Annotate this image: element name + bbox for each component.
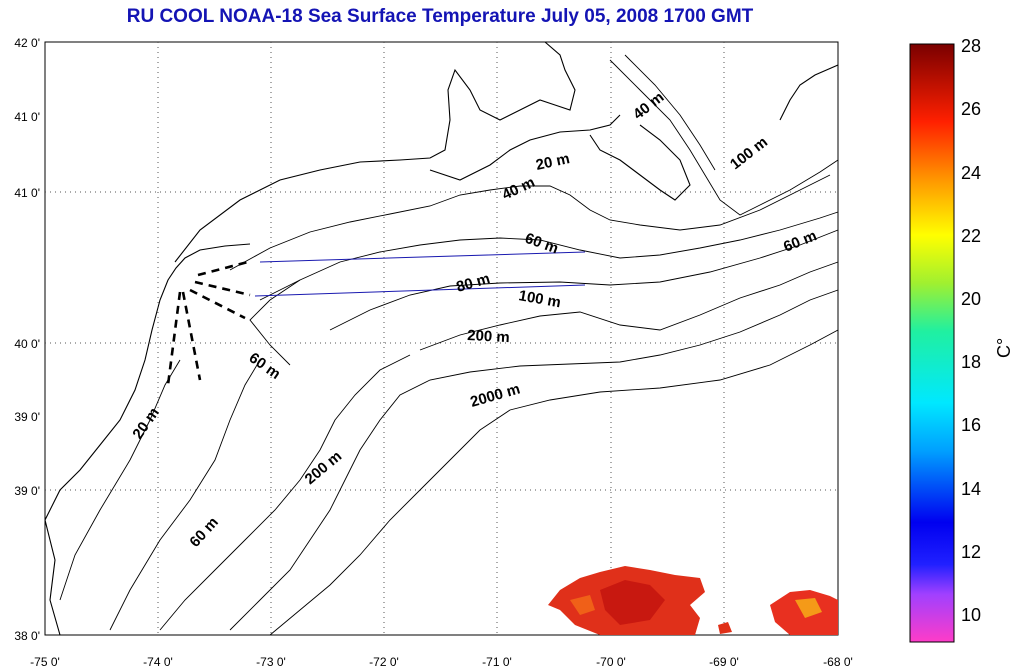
colorbar-tick-label: 18: [961, 352, 981, 372]
sst-map: 40 m 100 m 20 m 40 m 60 m 60 m 80 m 100 …: [14, 36, 853, 669]
lat-tick-label: 38 0': [14, 629, 40, 643]
colorbar-tick-label: 20: [961, 289, 981, 309]
lat-tick-label: 41 0': [14, 186, 40, 200]
lon-tick-label: -68 0': [823, 655, 853, 669]
lat-tick-label: 41 0': [14, 110, 40, 124]
colorbar-tick-label: 16: [961, 415, 981, 435]
colorbar-ticks: 28 26 24 22 20 18 16 14 12 10: [961, 36, 981, 625]
lon-tick-labels: -75 0' -74 0' -73 0' -72 0' -71 0' -70 0…: [30, 655, 853, 669]
lat-tick-label: 40 0': [14, 337, 40, 351]
lon-tick-label: -75 0': [30, 655, 60, 669]
colorbar-tick-label: 22: [961, 226, 981, 246]
dashed-tracks: [166, 260, 251, 386]
depth-label: 20 m: [534, 150, 571, 174]
shipping-lanes: [254, 251, 586, 297]
lat-tick-label: 42 0': [14, 36, 40, 50]
sst-patches: [548, 566, 838, 635]
isobaths: [59, 54, 839, 636]
lon-tick-label: -69 0': [709, 655, 739, 669]
coastline: [44, 41, 839, 636]
colorbar-tick-label: 24: [961, 163, 981, 183]
lon-tick-label: -74 0': [143, 655, 173, 669]
lat-tick-label: 39 0': [14, 410, 40, 424]
colorbar-tick-label: 26: [961, 99, 981, 119]
map-frame: [44, 41, 839, 636]
map-title: RU COOL NOAA-18 Sea Surface Temperature …: [126, 6, 754, 27]
lon-tick-label: -70 0': [596, 655, 626, 669]
colorbar-unit-label: C°: [994, 338, 1014, 358]
lon-tick-label: -71 0': [482, 655, 512, 669]
colorbar-gradient: [909, 43, 955, 643]
lat-tick-label: 39 0': [14, 484, 40, 498]
depth-label: 200 m: [467, 327, 510, 346]
colorbar-tick-label: 14: [961, 479, 981, 499]
colorbar-tick-label: 12: [961, 542, 981, 562]
lat-tick-labels: 42 0' 41 0' 41 0' 40 0' 39 0' 39 0' 38 0…: [14, 36, 40, 643]
colorbar-tick-label: 28: [961, 36, 981, 56]
lon-tick-label: -73 0': [256, 655, 286, 669]
colorbar-tick-label: 10: [961, 605, 981, 625]
lon-tick-label: -72 0': [369, 655, 399, 669]
